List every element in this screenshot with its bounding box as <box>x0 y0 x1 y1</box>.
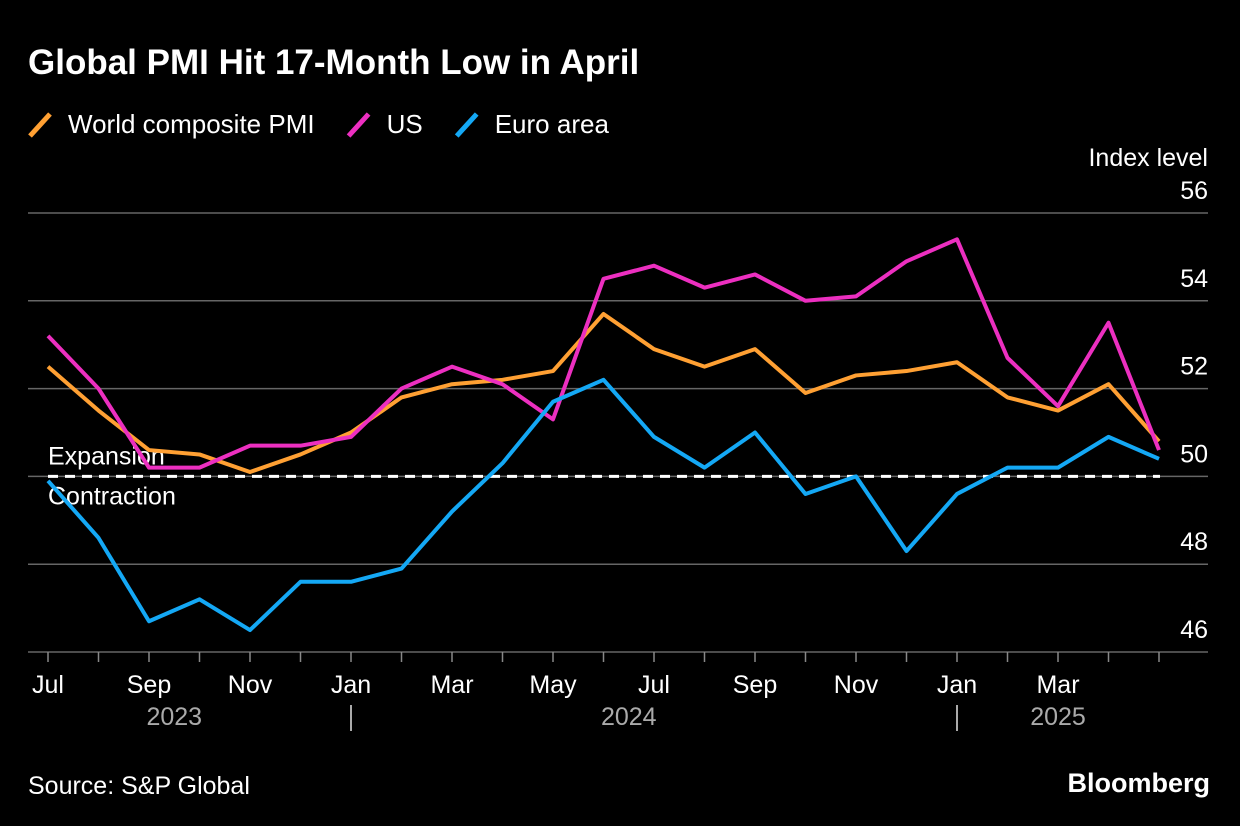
y-tick-label: 46 <box>1180 616 1208 644</box>
legend-label: US <box>387 109 423 139</box>
x-tick-label: Sep <box>733 671 777 699</box>
x-tick-label: Sep <box>127 671 171 699</box>
series-line <box>46 311 1161 475</box>
x-tick-label: Mar <box>430 671 473 699</box>
chart-title: Global PMI Hit 17-Month Low in April <box>28 43 639 82</box>
y-axis-label: Index level <box>1088 144 1208 172</box>
x-tick-label: Jul <box>32 671 64 699</box>
source: Source: S&P Global <box>28 772 250 800</box>
brand: Bloomberg <box>1067 768 1210 798</box>
x-tick-label: May <box>529 671 577 699</box>
x-group-label: 2024 <box>601 703 657 731</box>
y-tick-label: 50 <box>1180 440 1208 468</box>
x-tick-label: Jan <box>331 671 371 699</box>
x-tick-label: Jan <box>937 671 977 699</box>
x-tick-label: Nov <box>228 671 273 699</box>
legend-label: Euro area <box>495 109 610 139</box>
legend-swatch <box>454 112 479 138</box>
y-tick-label: 56 <box>1180 177 1208 205</box>
y-tick-label: 54 <box>1180 265 1208 293</box>
series-line <box>46 377 1160 633</box>
legend-swatch <box>346 112 371 138</box>
x-group-label: 2023 <box>146 703 202 731</box>
x-tick-label: Jul <box>638 671 670 699</box>
legend-swatch <box>28 112 52 138</box>
legend: World composite PMI US Euro area <box>28 109 610 139</box>
x-tick-label: Nov <box>834 671 879 699</box>
y-tick-label: 52 <box>1180 353 1208 381</box>
threshold-label-below: Contraction <box>48 482 176 510</box>
x-group-label: 2025 <box>1030 703 1086 731</box>
legend-label: World composite PMI <box>68 109 315 139</box>
y-tick-label: 48 <box>1180 528 1208 556</box>
x-tick-label: Mar <box>1036 671 1079 699</box>
series-line <box>46 237 1161 470</box>
